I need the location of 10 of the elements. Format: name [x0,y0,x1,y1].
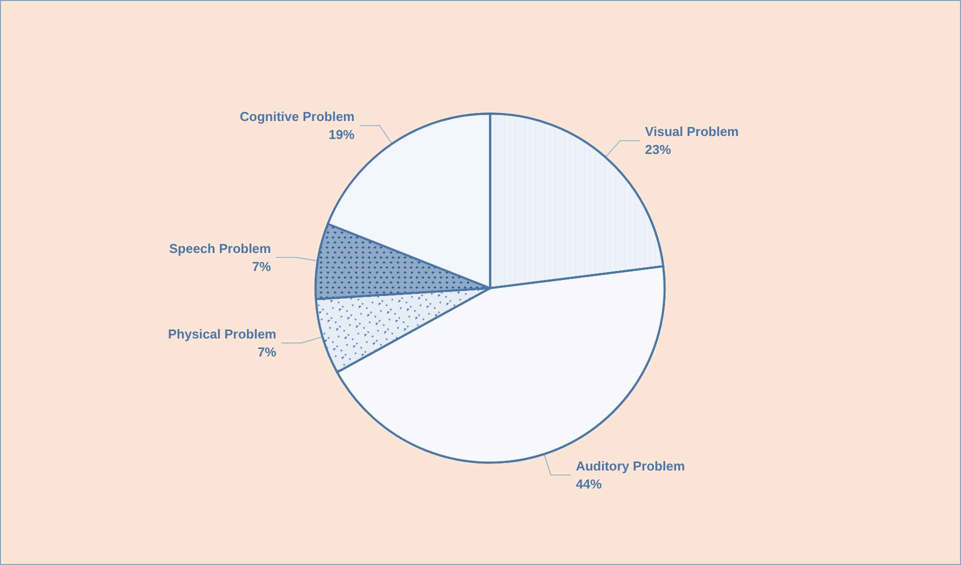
slice-label: Physical Problem [168,326,276,342]
slice-label: Auditory Problem [576,458,685,474]
data-label: 7% [252,258,272,274]
slice-label: Visual Problem [645,124,739,140]
data-label: 19% [328,127,356,142]
slice-label: Cognitive Problem [240,109,355,124]
data-label: 44% [576,476,602,492]
slice-label: Speech Problem [169,240,271,256]
data-label: 23% [645,142,672,158]
data-label: 7% [258,344,277,360]
